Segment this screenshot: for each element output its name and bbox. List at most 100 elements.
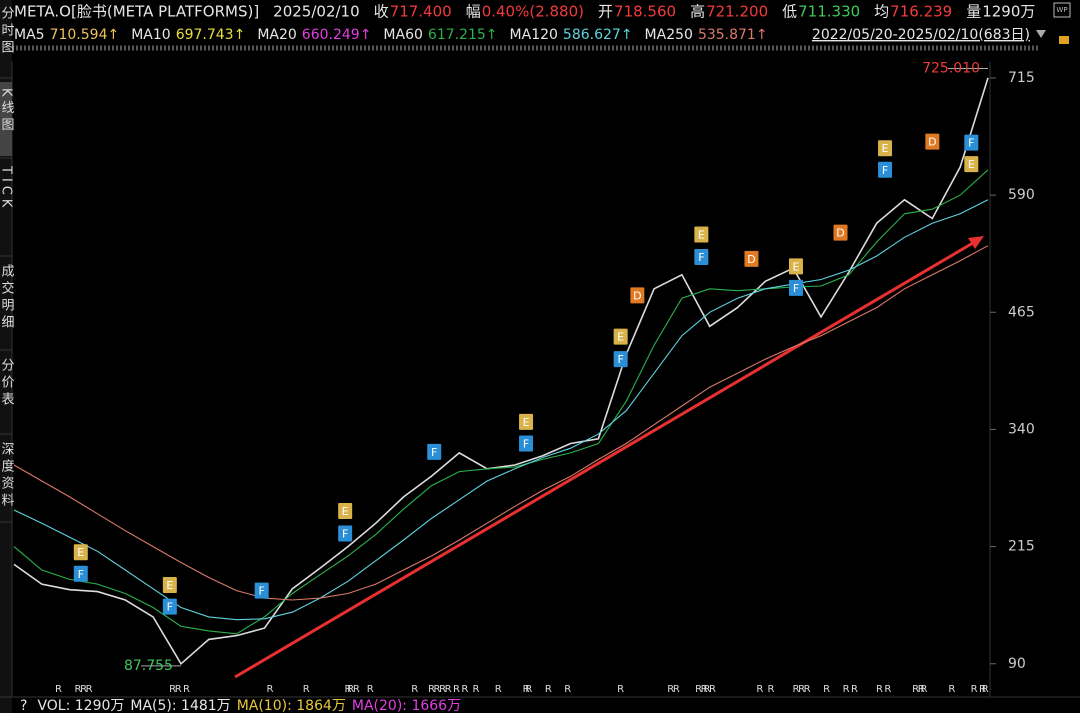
event-label: F [259,585,265,598]
lock-icon[interactable] [1059,36,1069,44]
quote-item: 1290万 [982,3,1035,21]
r-marker: R [948,684,955,695]
r-marker: R [303,684,310,695]
r-marker: R [267,684,274,695]
r-marker: R [823,684,830,695]
r-marker: R [169,684,176,695]
ma-value: 586.627↑ [563,27,633,43]
ma-line [13,169,989,635]
event-badge [73,544,88,561]
r-marker: R [545,684,552,695]
y-tick-label: 340 [1008,421,1035,437]
quote-item: 2025/02/10 [273,3,359,21]
tab-active [0,82,12,156]
ma-value: 710.594↑ [50,27,120,43]
event-label: F [793,282,799,295]
ma-value: 660.249↑ [302,27,372,43]
event-badge [73,565,88,582]
footer-item: VOL: 1290万 [37,698,124,713]
ma-value: 617.215↑ [428,27,498,43]
event-label: E [882,142,889,155]
footer-item: MA(20): 1666万 [352,698,461,713]
footer-item: MA(5): 1481万 [130,698,230,713]
ma-label: MA60 [383,27,422,43]
r-marker: R [843,684,850,695]
y-tick-label: 90 [1008,656,1026,672]
ma-label: MA10 [131,27,170,43]
quote-item: 0.40%(2.880) [482,3,584,21]
side-tab[interactable]: 深度资料 [0,442,14,510]
side-tab[interactable]: 分价表 [0,358,14,409]
quote-item: 量 [966,3,981,21]
event-badge [694,248,709,265]
r-marker: R [709,684,716,695]
event-label: F [968,137,974,150]
r-marker: R [439,684,446,695]
y-tick-label: 715 [1008,70,1035,86]
event-label: F [698,251,704,264]
r-marker: R [175,684,182,695]
r-marker: R [523,684,530,695]
side-tab[interactable]: TICK [0,165,14,211]
quote-item: 低 [782,3,797,21]
event-badge [254,582,269,599]
r-marker: R [525,684,532,695]
quote-item: 均 [874,3,889,21]
price-line [13,77,989,666]
r-marker: R [918,684,925,695]
r-marker: R [428,684,435,695]
event-badge [694,226,709,243]
footer-item: MA(10): 1864万 [237,698,346,713]
quote-item: 高 [690,3,705,21]
chart: META.O[脸书(META PLATFORMS)] 2025/02/10 收 717… [0,3,1035,713]
r-marker: R [793,684,800,695]
r-marker: R [80,684,87,695]
ma-label: MA250 [645,27,693,43]
event-label: E [342,505,349,518]
event-badge [964,134,979,151]
y-tick-label: 590 [1008,187,1035,203]
r-marker: R [667,684,674,695]
side-tab[interactable]: K线图 [0,88,14,135]
r-marker: R [617,684,624,695]
r-marker: R [461,684,468,695]
event-label: E [698,228,705,241]
r-marker: R [434,684,441,695]
side-tab[interactable]: 分时图 [0,6,14,57]
y-tick-label: 215 [1008,539,1035,555]
event-badge [519,435,534,452]
r-marker: R [851,684,858,695]
event-label: D [928,136,936,149]
event-badge [338,502,353,519]
event-badge [338,525,353,542]
event-label: F [431,446,437,459]
y-tick-label: 465 [1008,304,1035,320]
event-badge [427,443,442,460]
r-marker: R [55,684,62,695]
quote-item: 收 [374,3,389,21]
r-marker: R [921,684,928,695]
r-marker: R [756,684,763,695]
high-label: 725.010 [922,61,980,77]
r-marker: R [453,684,460,695]
side-tab[interactable]: 成交明细 [0,264,14,332]
low-label: 87.755 [124,658,173,674]
event-label: F [342,527,348,540]
wp-icon[interactable] [1053,2,1071,18]
event-label: E [617,331,624,344]
ma-label: MA120 [510,27,558,43]
event-badge [964,156,979,173]
r-marker: R [445,684,452,695]
event-badge [613,328,628,345]
quote-item: 717.400 [390,3,452,21]
range-dropdown[interactable] [1036,30,1046,38]
event-badge [519,413,534,430]
ma-value: 697.743↑ [176,27,246,43]
r-marker: R [75,684,82,695]
quote-item: META.O[脸书(META PLATFORMS)] [14,3,259,21]
r-marker: R [564,684,571,695]
r-marker: R [971,684,978,695]
